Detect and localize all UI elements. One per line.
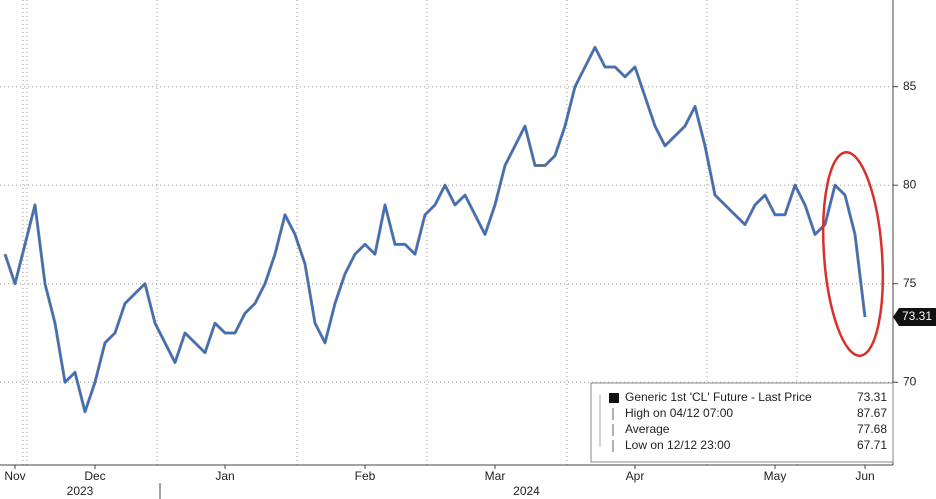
x-tick-label: Jan <box>215 469 234 483</box>
x-tick-label: Feb <box>355 469 376 483</box>
y-tick-label: 80 <box>903 177 917 191</box>
y-tick-label: 85 <box>903 79 917 93</box>
last-price-tag <box>893 308 936 327</box>
legend-label: High on 04/12 07:00 <box>625 406 733 420</box>
x-tick-label: May <box>764 469 787 483</box>
year-label: 2024 <box>513 484 540 498</box>
y-tick-label: 70 <box>903 374 917 388</box>
legend-value: 73.31 <box>857 390 887 404</box>
year-label: 2023 <box>67 484 94 498</box>
x-tick-label: Mar <box>485 469 506 483</box>
x-tick-label: Jun <box>855 469 874 483</box>
legend-label: Low on 12/12 23:00 <box>625 438 731 452</box>
legend-value: 67.71 <box>857 438 887 452</box>
x-tick-label: Dec <box>84 469 105 483</box>
legend-label: Average <box>625 422 670 436</box>
y-tick-label: 75 <box>903 276 917 290</box>
x-tick-label: Apr <box>626 469 645 483</box>
highlight-ellipse <box>821 150 885 358</box>
legend-swatch <box>609 393 619 403</box>
price-line <box>4 46 866 413</box>
legend-label: Generic 1st 'CL' Future - Last Price <box>625 390 812 404</box>
x-tick-label: Nov <box>4 469 25 483</box>
legend-value: 77.68 <box>857 422 887 436</box>
last-price-label: 73.31 <box>902 309 932 323</box>
legend-value: 87.67 <box>857 406 887 420</box>
price-line-shadow <box>3 45 867 414</box>
legend-box <box>590 382 894 463</box>
